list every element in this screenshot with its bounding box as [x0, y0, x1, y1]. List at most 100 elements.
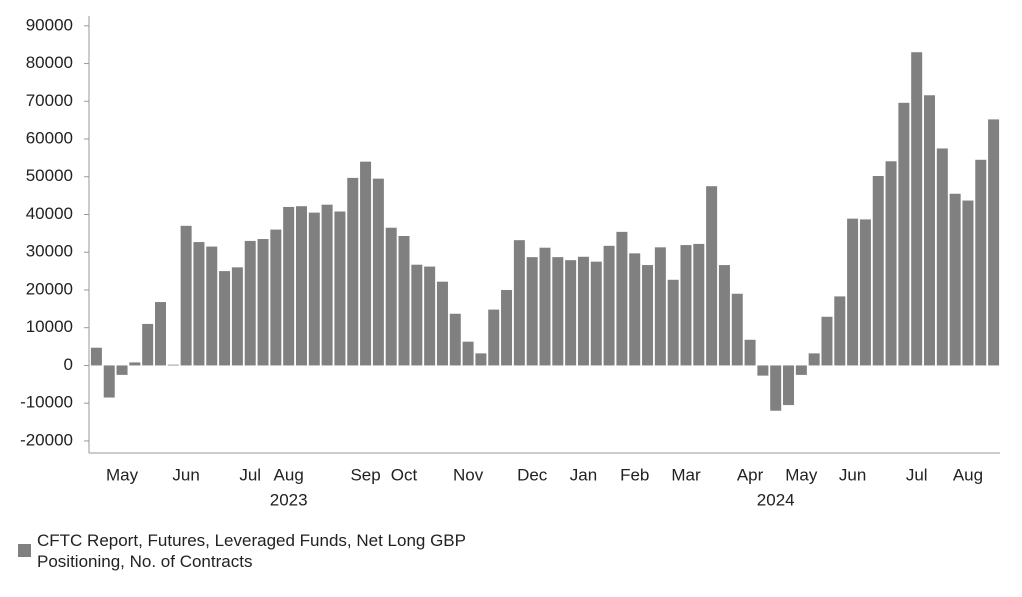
x-tick-label: Dec — [517, 465, 548, 484]
y-tick-label: 50000 — [26, 166, 73, 185]
y-tick-label: 20000 — [26, 279, 73, 298]
y-tick-label: 40000 — [26, 204, 73, 223]
bar — [462, 341, 474, 366]
bar — [872, 176, 884, 366]
bar — [372, 178, 384, 366]
bar — [347, 177, 359, 366]
bar — [154, 302, 166, 366]
bar — [116, 365, 128, 375]
bar — [795, 365, 807, 375]
y-tick-label: 30000 — [26, 242, 73, 261]
bar — [975, 159, 987, 366]
bar — [642, 265, 654, 366]
y-tick-label: -20000 — [20, 430, 73, 449]
legend: CFTC Report, Futures, Leveraged Funds, N… — [18, 530, 538, 572]
legend-swatch — [18, 544, 31, 557]
x-tick-label: Apr — [737, 465, 764, 484]
bar — [270, 229, 282, 366]
bar — [193, 242, 205, 366]
x-tick-label: Feb — [620, 465, 649, 484]
bar — [859, 219, 871, 366]
bar — [783, 365, 795, 406]
bar — [885, 161, 897, 366]
bar — [501, 289, 513, 366]
bar — [616, 231, 628, 366]
x-tick-label: Jan — [570, 465, 597, 484]
bar — [475, 353, 487, 366]
y-tick-label: 10000 — [26, 317, 73, 336]
bar — [283, 206, 295, 366]
bar — [167, 364, 179, 366]
bar — [90, 347, 102, 366]
y-tick-label: 0 — [64, 355, 73, 374]
bar — [308, 212, 320, 366]
bar — [603, 245, 615, 366]
bar — [706, 186, 718, 366]
bar — [257, 239, 269, 366]
x-tick-label: Aug — [274, 465, 304, 484]
year-label: 2024 — [757, 490, 795, 509]
bar — [142, 323, 154, 366]
x-tick-label: Nov — [453, 465, 484, 484]
y-tick-label: -10000 — [20, 393, 73, 412]
bar — [834, 296, 846, 366]
bar — [231, 267, 243, 366]
bar — [129, 362, 141, 366]
bar — [552, 257, 564, 366]
x-tick-label: Sep — [350, 465, 380, 484]
bar — [424, 266, 436, 366]
bar — [206, 246, 218, 366]
bar — [577, 256, 589, 366]
bar — [770, 365, 782, 411]
bar — [103, 365, 115, 398]
x-tick-label: Jun — [839, 465, 866, 484]
bar — [513, 240, 525, 366]
bar — [629, 253, 641, 366]
legend-label: CFTC Report, Futures, Leveraged Funds, N… — [37, 531, 466, 571]
bar — [565, 260, 577, 366]
bar — [988, 119, 1000, 366]
y-tick-label: 80000 — [26, 53, 73, 72]
bar — [654, 247, 666, 366]
x-tick-label: Aug — [953, 465, 983, 484]
x-tick-label: Jul — [239, 465, 261, 484]
bar — [808, 353, 820, 366]
bar — [488, 309, 500, 366]
x-tick-label: Mar — [671, 465, 701, 484]
bar — [898, 102, 910, 366]
bar — [334, 211, 346, 366]
x-tick-label: Oct — [391, 465, 418, 484]
x-tick-label: May — [106, 465, 139, 484]
bar — [436, 281, 448, 366]
x-tick-label: Jun — [172, 465, 199, 484]
bar — [718, 265, 730, 366]
bar — [526, 257, 538, 366]
bar — [295, 206, 307, 366]
bar — [385, 227, 397, 366]
bar — [962, 200, 974, 366]
bar — [821, 316, 833, 366]
bar — [321, 204, 333, 366]
bar — [360, 161, 372, 366]
bar — [757, 365, 769, 376]
bar — [936, 148, 948, 366]
bar — [693, 243, 705, 366]
bar — [449, 313, 461, 366]
chart: -20000 -10000 0 10000 20000 30000 40000 50000 60… — [20, 15, 1000, 509]
bar — [949, 193, 961, 366]
bar — [244, 240, 256, 366]
x-tick-label: May — [785, 465, 818, 484]
bar — [924, 95, 936, 366]
bar — [847, 218, 859, 366]
bar — [744, 339, 756, 366]
bar — [398, 236, 410, 366]
bar — [539, 247, 551, 366]
bar — [590, 261, 602, 366]
y-tick-label: 60000 — [26, 129, 73, 148]
bar — [731, 293, 743, 366]
bar — [411, 264, 423, 366]
year-label: 2023 — [270, 490, 308, 509]
bar — [911, 52, 923, 366]
y-tick-label: 70000 — [26, 91, 73, 110]
